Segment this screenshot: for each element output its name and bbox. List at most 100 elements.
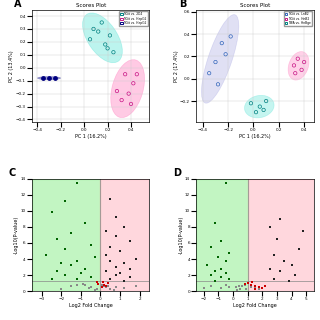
Point [289,263,294,268]
Point [88,274,93,279]
Ellipse shape [37,76,61,80]
Point [228,34,233,39]
Point [114,215,119,220]
Y-axis label: PC 2 (17.4%): PC 2 (17.4%) [174,50,179,82]
Point [201,285,206,291]
Point [271,276,276,282]
Point [292,63,297,68]
Point [88,242,93,247]
Point [75,276,80,282]
Point [92,287,97,292]
Point [82,282,87,287]
Point [223,282,228,287]
Point [208,273,213,278]
Point [104,252,109,258]
Point [245,281,250,286]
Point [223,52,228,57]
Point [296,247,301,252]
Point [219,285,224,291]
Point [92,255,97,260]
Point [49,276,54,282]
Text: A: A [14,0,22,9]
Y-axis label: PC 2 (13.4%): PC 2 (13.4%) [9,50,14,82]
X-axis label: Log2 Fold Change: Log2 Fold Change [69,303,113,308]
Point [121,224,126,229]
Point [248,101,253,106]
Point [264,99,269,104]
Point [59,260,64,266]
Point [68,263,74,268]
Point [133,284,138,289]
Point [111,50,116,55]
Point [238,286,243,291]
Point [63,247,68,252]
Point [104,268,109,274]
Point [114,284,119,290]
Point [208,284,213,289]
Point [96,29,101,34]
Point [295,56,300,61]
Point [117,271,123,276]
Point [271,252,276,258]
Point [252,284,258,289]
Title: Scores Plot: Scores Plot [76,3,106,8]
Point [108,244,113,250]
Point [286,278,291,283]
Point [103,42,108,47]
Text: B: B [179,0,186,9]
Point [114,88,119,93]
Point [82,266,87,271]
Bar [248,179,314,291]
Point [96,281,101,286]
Point [63,198,68,204]
Point [204,263,209,268]
Point [213,268,218,274]
Point [252,286,258,291]
Point [215,82,220,87]
Point [94,279,99,284]
Point [213,278,218,283]
Point [213,60,218,65]
Point [104,284,109,290]
Point [88,284,93,290]
Point [86,285,91,291]
Point [102,284,107,289]
Text: D: D [173,168,181,178]
Point [106,281,111,286]
Point [43,252,48,258]
Point [102,282,107,287]
Point [242,281,247,286]
Point [41,76,46,81]
Point [80,281,85,286]
Point [52,76,58,81]
Point [104,228,109,233]
Point [104,283,109,288]
Point [108,258,113,263]
Point [216,255,221,260]
Point [219,266,224,271]
Point [208,244,213,250]
Point [114,234,119,239]
Point [87,37,92,42]
Point [108,286,113,291]
Point [257,286,262,291]
Point [226,284,231,290]
Point [223,271,228,276]
Point [236,283,241,288]
Point [133,256,138,261]
Point [49,210,54,215]
Point [244,286,249,291]
Legend: TIGit vs. LnB2, TIGit vs. HnB2, TIBA vs. HnBge: TIGit vs. LnB2, TIGit vs. HnB2, TIBA vs.… [284,11,312,26]
Point [75,180,80,185]
Point [260,285,265,291]
Point [250,280,255,285]
Point [213,220,218,225]
Point [94,286,99,291]
Point [112,287,117,292]
Point [75,282,80,287]
Point [299,67,304,72]
Point [106,283,111,288]
Point [134,72,140,77]
Text: C: C [9,168,16,178]
Point [277,216,283,221]
